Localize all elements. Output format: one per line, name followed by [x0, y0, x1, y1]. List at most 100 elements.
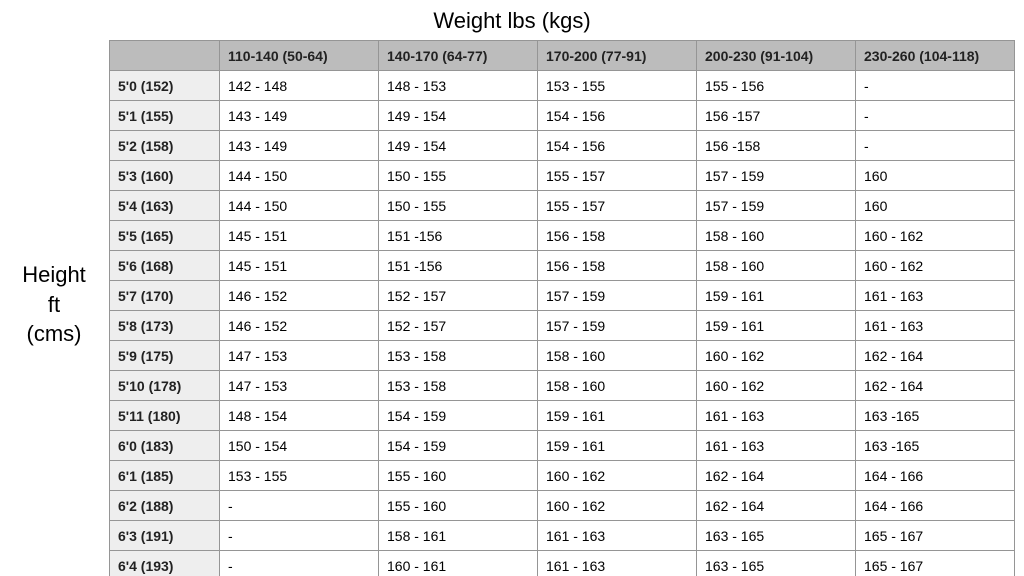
col-header-1: 140-170 (64-77): [379, 41, 538, 71]
table-row: 5'5 (165)145 - 151151 -156156 - 158158 -…: [110, 221, 1015, 251]
cell: 161 - 163: [697, 401, 856, 431]
cell: 164 - 166: [856, 491, 1015, 521]
table-row: 5'3 (160)144 - 150150 - 155155 - 157157 …: [110, 161, 1015, 191]
y-axis-title: Height ft (cms): [4, 260, 104, 349]
cell: 159 - 161: [538, 401, 697, 431]
cell: -: [220, 491, 379, 521]
col-header-2: 170-200 (77-91): [538, 41, 697, 71]
cell: 165 - 167: [856, 521, 1015, 551]
table-row: 5'1 (155)143 - 149149 - 154154 - 156156 …: [110, 101, 1015, 131]
y-axis-title-line-2: (cms): [27, 321, 82, 346]
cell: 143 - 149: [220, 131, 379, 161]
cell: 154 - 159: [379, 431, 538, 461]
cell: 158 - 160: [538, 371, 697, 401]
x-axis-title: Weight lbs (kgs): [0, 8, 1024, 34]
cell: 154 - 156: [538, 101, 697, 131]
table-row: 5'0 (152)142 - 148148 - 153153 - 155155 …: [110, 71, 1015, 101]
cell: 149 - 154: [379, 131, 538, 161]
row-header: 5'4 (163): [110, 191, 220, 221]
cell: 162 - 164: [856, 341, 1015, 371]
cell: 155 - 160: [379, 491, 538, 521]
row-header: 5'1 (155): [110, 101, 220, 131]
cell: 147 - 153: [220, 371, 379, 401]
cell: 162 - 164: [697, 461, 856, 491]
table-row: 6'0 (183)150 - 154154 - 159159 - 161161 …: [110, 431, 1015, 461]
row-header: 5'0 (152): [110, 71, 220, 101]
cell: 162 - 164: [697, 491, 856, 521]
table-row: 5'10 (178)147 - 153153 - 158158 - 160160…: [110, 371, 1015, 401]
cell: 163 -165: [856, 401, 1015, 431]
cell: 161 - 163: [538, 521, 697, 551]
size-chart-table-container: 110-140 (50-64) 140-170 (64-77) 170-200 …: [109, 40, 1014, 576]
row-header: 6'3 (191): [110, 521, 220, 551]
cell: 163 - 165: [697, 551, 856, 576]
cell: 160 - 162: [538, 491, 697, 521]
cell: -: [220, 551, 379, 576]
cell: 160 - 161: [379, 551, 538, 576]
cell: 150 - 155: [379, 191, 538, 221]
table-row: 6'2 (188)-155 - 160160 - 162162 - 164164…: [110, 491, 1015, 521]
cell: 147 - 153: [220, 341, 379, 371]
cell: 149 - 154: [379, 101, 538, 131]
cell: 151 -156: [379, 251, 538, 281]
cell: 156 -157: [697, 101, 856, 131]
cell: -: [856, 71, 1015, 101]
cell: 163 - 165: [697, 521, 856, 551]
cell: -: [220, 521, 379, 551]
row-header: 5'2 (158): [110, 131, 220, 161]
row-header: 5'11 (180): [110, 401, 220, 431]
cell: 155 - 157: [538, 161, 697, 191]
cell: 158 - 160: [697, 251, 856, 281]
size-chart-table: 110-140 (50-64) 140-170 (64-77) 170-200 …: [109, 40, 1015, 576]
col-header-3: 200-230 (91-104): [697, 41, 856, 71]
cell: 153 - 155: [538, 71, 697, 101]
table-row: 5'2 (158)143 - 149149 - 154154 - 156156 …: [110, 131, 1015, 161]
cell: 160 - 162: [538, 461, 697, 491]
row-header: 5'6 (168): [110, 251, 220, 281]
cell: 157 - 159: [538, 311, 697, 341]
cell: 150 - 154: [220, 431, 379, 461]
cell: 158 - 160: [538, 341, 697, 371]
cell: 153 - 158: [379, 371, 538, 401]
cell: 144 - 150: [220, 191, 379, 221]
row-header: 5'5 (165): [110, 221, 220, 251]
table-row: 5'8 (173)146 - 152152 - 157157 - 159159 …: [110, 311, 1015, 341]
cell: 156 -158: [697, 131, 856, 161]
cell: 155 - 160: [379, 461, 538, 491]
y-axis-title-line-0: Height: [22, 262, 86, 287]
table-row: 5'9 (175)147 - 153153 - 158158 - 160160 …: [110, 341, 1015, 371]
row-header: 6'1 (185): [110, 461, 220, 491]
y-axis-title-line-1: ft: [48, 292, 60, 317]
cell: -: [856, 101, 1015, 131]
cell: 157 - 159: [697, 161, 856, 191]
cell: 146 - 152: [220, 281, 379, 311]
cell: 160 - 162: [697, 341, 856, 371]
cell: 160 - 162: [697, 371, 856, 401]
cell: 157 - 159: [697, 191, 856, 221]
row-header: 5'9 (175): [110, 341, 220, 371]
cell: 152 - 157: [379, 311, 538, 341]
cell: 161 - 163: [697, 431, 856, 461]
cell: 159 - 161: [697, 281, 856, 311]
cell: 159 - 161: [697, 311, 856, 341]
cell: -: [856, 131, 1015, 161]
cell: 163 -165: [856, 431, 1015, 461]
cell: 161 - 163: [856, 311, 1015, 341]
cell: 160 - 162: [856, 221, 1015, 251]
cell: 160: [856, 161, 1015, 191]
row-header: 5'3 (160): [110, 161, 220, 191]
cell: 154 - 156: [538, 131, 697, 161]
cell: 144 - 150: [220, 161, 379, 191]
cell: 159 - 161: [538, 431, 697, 461]
header-corner: [110, 41, 220, 71]
cell: 148 - 153: [379, 71, 538, 101]
cell: 164 - 166: [856, 461, 1015, 491]
header-row: 110-140 (50-64) 140-170 (64-77) 170-200 …: [110, 41, 1015, 71]
cell: 165 - 167: [856, 551, 1015, 576]
row-header: 6'4 (193): [110, 551, 220, 576]
table-row: 5'11 (180)148 - 154154 - 159159 - 161161…: [110, 401, 1015, 431]
row-header: 6'0 (183): [110, 431, 220, 461]
table-row: 6'1 (185)153 - 155155 - 160160 - 162162 …: [110, 461, 1015, 491]
cell: 158 - 161: [379, 521, 538, 551]
table-row: 5'6 (168)145 - 151151 -156156 - 158158 -…: [110, 251, 1015, 281]
